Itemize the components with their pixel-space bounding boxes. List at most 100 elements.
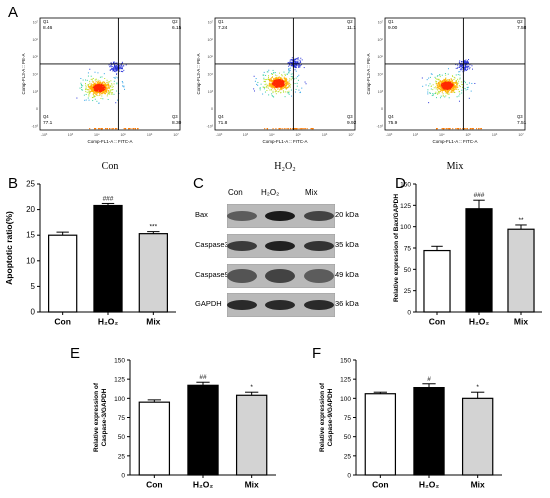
flow-event-dot	[109, 90, 111, 92]
flow-event-dot	[107, 87, 109, 89]
flow-event-dot	[81, 89, 83, 91]
flow-event-dot	[100, 85, 102, 87]
flow-event-dot	[440, 89, 442, 91]
flow-event-dot	[464, 65, 466, 67]
flow-event-dot	[101, 86, 103, 88]
flow-event-dot	[106, 89, 108, 91]
flow-event-dot	[269, 85, 271, 87]
flow-event-dot	[279, 77, 281, 79]
flow-event-dot	[466, 83, 468, 85]
lane-label-con: Con	[228, 188, 243, 197]
flow-event-dot	[472, 128, 474, 130]
flow-event-dot	[436, 86, 438, 88]
flow-event-dot	[103, 87, 105, 89]
flow-event-dot	[446, 91, 448, 93]
flow-event-dot	[286, 80, 288, 82]
flow-event-dot	[103, 86, 105, 88]
flow-event-dot	[271, 84, 273, 86]
flow-event-dot	[298, 74, 300, 76]
flow-event-dot	[278, 83, 280, 85]
flow-event-dot	[295, 128, 297, 130]
flow-x-axis-label: Comp-FL1-A :: FITC-A	[87, 139, 132, 144]
blot-band	[304, 241, 334, 251]
blot-band	[265, 300, 295, 310]
flow-event-dot	[271, 87, 273, 89]
x-category-label: H₂O₂	[98, 317, 119, 327]
flow-event-dot	[440, 86, 442, 88]
flow-event-dot	[276, 81, 278, 83]
flow-event-dot	[279, 128, 281, 130]
flow-event-dot	[98, 81, 100, 83]
y-tick-label: 50	[404, 267, 412, 274]
flow-event-dot	[102, 90, 104, 92]
flow-event-dot	[443, 87, 445, 89]
flow-event-dot	[98, 88, 100, 90]
flow-event-dot	[457, 78, 459, 80]
flow-event-dot	[274, 87, 276, 89]
flow-event-dot	[99, 91, 101, 93]
flow-event-dot	[465, 69, 467, 71]
flow-event-dot	[270, 79, 272, 81]
flow-event-dot	[271, 77, 273, 79]
flow-event-dot	[295, 70, 297, 72]
flow-event-dot	[112, 62, 114, 64]
flow-event-dot	[456, 85, 458, 87]
flow-event-dot	[92, 89, 94, 91]
x-category-label: H₂O₂	[193, 480, 214, 490]
flow-event-dot	[447, 86, 449, 88]
flow-event-dot	[275, 80, 277, 82]
flow-event-dot	[96, 94, 98, 96]
flow-event-dot	[462, 71, 464, 73]
flow-event-dot	[446, 85, 448, 87]
flow-y-tick: -10³	[377, 125, 384, 129]
flow-event-dot	[88, 91, 90, 93]
flow-event-dot	[283, 76, 285, 78]
significance-marker: ###	[474, 192, 485, 199]
flow-event-dot	[440, 97, 442, 99]
flow-event-dot	[279, 79, 281, 81]
flow-event-dot	[92, 100, 94, 102]
flow-event-dot	[451, 91, 453, 93]
flow-event-dot	[105, 90, 107, 92]
flow-event-dot	[110, 85, 112, 87]
flow-event-dot	[106, 91, 108, 93]
blot-size-label: 20 kDa	[335, 210, 359, 219]
flow-event-dot	[92, 81, 94, 83]
blot-size-label: 49 kDa	[335, 270, 359, 279]
flow-event-dot	[455, 80, 457, 82]
flow-event-dot	[282, 85, 284, 87]
flow-event-dot	[439, 81, 441, 83]
flow-event-dot	[438, 92, 440, 94]
flow-event-dot	[97, 81, 99, 83]
flow-event-dot	[82, 79, 84, 81]
flow-y-axis-label: Comp-FL3-A :: PE-A	[21, 53, 26, 94]
flow-event-dot	[108, 83, 110, 85]
flow-event-dot	[100, 87, 102, 89]
flow-event-dot	[443, 85, 445, 87]
flow-event-dot	[281, 128, 283, 130]
flow-event-dot	[262, 93, 264, 95]
flow-event-dot	[272, 82, 274, 84]
flow-event-dot	[110, 92, 112, 94]
flow-event-dot	[110, 64, 112, 66]
flow-event-dot	[278, 85, 280, 87]
flow-event-dot	[128, 128, 130, 130]
blot-band	[265, 269, 295, 283]
flow-event-dot	[453, 76, 455, 78]
panel-label-a: A	[8, 4, 19, 21]
q2-label: Q2	[347, 19, 353, 24]
flow-event-dot	[87, 84, 89, 86]
flow-event-dot	[284, 77, 286, 79]
flow-event-dot	[300, 57, 302, 59]
flow-event-dot	[284, 86, 286, 88]
flow-event-dot	[464, 67, 466, 69]
flow-event-dot	[272, 76, 274, 78]
flow-event-dot	[88, 90, 90, 92]
flow-event-dot	[115, 76, 117, 78]
flow-event-dot	[291, 59, 293, 61]
flow-x-tick: 10⁴	[439, 133, 445, 137]
flow-event-dot	[280, 79, 282, 81]
flow-event-dot	[286, 73, 288, 75]
flow-event-dot	[459, 86, 461, 88]
flow-event-dot	[281, 89, 283, 91]
